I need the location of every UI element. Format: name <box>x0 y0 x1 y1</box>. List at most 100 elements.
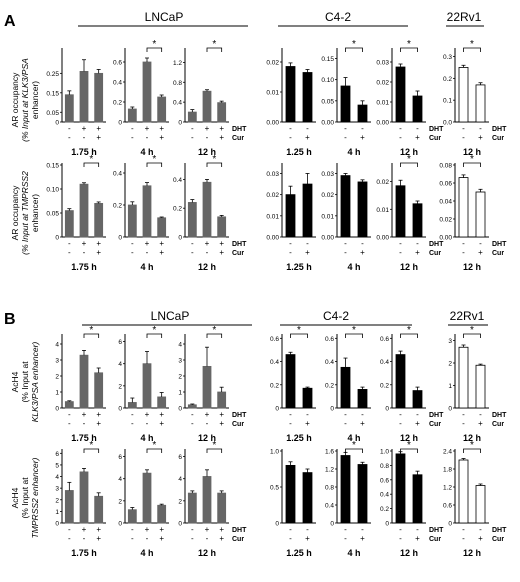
dht-sign: - <box>479 525 482 534</box>
bar <box>202 181 212 238</box>
bar <box>340 85 351 123</box>
time-label: 1.25 h <box>286 147 312 157</box>
bar <box>187 492 197 524</box>
y-tick-label: 1.8 <box>443 467 452 474</box>
y-tick-label: 6 <box>118 454 122 461</box>
cur-sign: - <box>399 133 402 142</box>
cur-sign: + <box>478 133 483 142</box>
cur-sign: - <box>83 133 86 142</box>
y-tick-label: 2 <box>118 383 122 390</box>
y-tick-label: 0.00 <box>266 235 279 242</box>
dht-sign: - <box>289 124 292 133</box>
time-label: 4 h <box>140 147 153 157</box>
y-tick-label: 0.02 <box>266 60 279 67</box>
y-tick-label: 4 <box>178 476 182 483</box>
dht-sign: - <box>68 239 71 248</box>
significance-bracket <box>146 162 163 167</box>
cur-sign: - <box>146 419 149 428</box>
y-tick-label: 0 <box>118 120 122 127</box>
y-tick-label: 0.05 <box>46 211 59 218</box>
dht-label: DHT <box>232 126 247 133</box>
dht-sign: - <box>306 525 309 534</box>
y-tick-label: 0.00 <box>439 235 452 242</box>
cur-sign: + <box>96 534 101 543</box>
bar <box>142 363 152 409</box>
y-tick-label: 2 <box>55 374 59 381</box>
cur-sign: - <box>68 534 71 543</box>
cur-sign: + <box>478 419 483 428</box>
cur-sign: - <box>68 248 71 257</box>
significance-bracket <box>206 162 223 167</box>
bar <box>475 191 486 238</box>
cur-label: Cur <box>492 135 504 142</box>
bar <box>79 471 89 524</box>
y-tick-label: 0.2 <box>173 206 182 213</box>
y-tick-label: 0.6 <box>380 336 389 343</box>
y-tick-label: 0.4 <box>113 171 122 178</box>
cur-sign: - <box>344 248 347 257</box>
cur-sign: - <box>462 248 465 257</box>
significance-star: * <box>470 154 474 165</box>
y-tick-label: 0.8 <box>380 463 389 470</box>
dht-sign: - <box>479 124 482 133</box>
significance-star: * <box>212 440 216 451</box>
y-tick-label: 0.03 <box>376 60 389 67</box>
bar <box>458 67 469 123</box>
y-tick-label: 2 <box>178 498 182 505</box>
y-tick-label: 0 <box>275 521 279 528</box>
time-label: 4 h <box>347 548 360 558</box>
time-label: 1.25 h <box>286 262 312 272</box>
y-tick-label: 0.03 <box>266 171 279 178</box>
chart-5: 0.000.050.100.15*---+4 h <box>321 39 371 157</box>
cur-sign: - <box>344 419 347 428</box>
y-tick-label: 0.05 <box>321 98 334 105</box>
chart-9: 00.20.4*--+-++4 h <box>113 154 169 272</box>
chart-8: 00.050.100.15*--+-++1.75 h <box>46 154 106 272</box>
dht-sign: - <box>462 239 465 248</box>
bar <box>302 183 313 238</box>
dht-sign: - <box>416 124 419 133</box>
y-tick-label: 0.04 <box>439 199 452 206</box>
bar <box>142 61 152 123</box>
time-label: 12 h <box>198 433 216 443</box>
row-label-b1-line3: KLK3/PSA enhancer) <box>30 342 40 423</box>
bar <box>187 404 197 409</box>
cur-sign: - <box>462 133 465 142</box>
cur-sign: + <box>159 419 164 428</box>
y-tick-label: 1.6 <box>325 449 334 456</box>
bar <box>202 90 212 123</box>
cur-sign: - <box>131 534 134 543</box>
dht-label: DHT <box>429 412 444 419</box>
time-label: 12 h <box>400 147 418 157</box>
time-label: 1.75 h <box>71 262 97 272</box>
bar <box>64 210 74 238</box>
bar <box>458 177 469 238</box>
bar <box>340 175 351 238</box>
y-tick-label: 1.2 <box>443 485 452 492</box>
bar <box>340 366 351 409</box>
bar <box>412 95 423 123</box>
chart-2: 00.20.40.6*--+-++4 h <box>113 39 169 157</box>
bar <box>94 72 104 123</box>
significance-star: * <box>407 440 411 451</box>
significance-star: * <box>89 325 93 336</box>
cur-sign: + <box>305 248 310 257</box>
y-tick-label: 1.2 <box>173 60 182 67</box>
cur-sign: - <box>399 419 402 428</box>
cur-sign: - <box>68 419 71 428</box>
dht-sign: - <box>344 410 347 419</box>
bar <box>395 453 406 524</box>
cur-sign: + <box>305 133 310 142</box>
cur-sign: - <box>146 534 149 543</box>
row-label-b1-line1: AcH4 <box>10 371 20 392</box>
y-tick-label: 1.0 <box>270 449 279 456</box>
bar <box>412 203 423 238</box>
significance-bracket <box>290 333 308 338</box>
significance-star: * <box>470 440 474 451</box>
dht-sign: - <box>479 410 482 419</box>
dht-sign: - <box>361 239 364 248</box>
y-tick-label: 1.2 <box>325 467 334 474</box>
